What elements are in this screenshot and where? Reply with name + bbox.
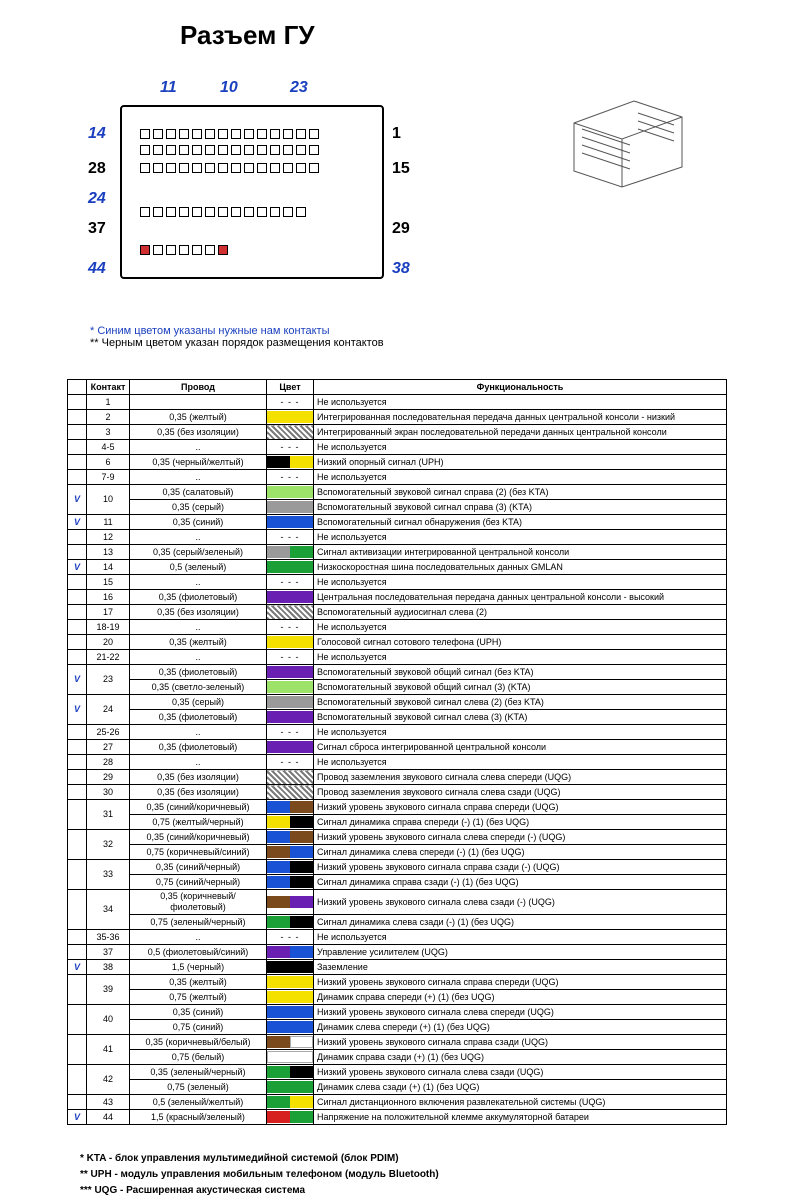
table-row: 300,35 (без изоляции) Провод заземления …	[68, 785, 727, 800]
col-0: Контакт	[87, 380, 130, 395]
pin-row-2	[140, 145, 319, 155]
table-row: 310,35 (синий/коричневый)Низкий уровень …	[68, 800, 727, 815]
table-row: 21-22..- - -Не используется	[68, 650, 727, 665]
table-row: 35-36..- - -Не используется	[68, 930, 727, 945]
table-row: 60,35 (черный/желтый)Низкий опорный сигн…	[68, 455, 727, 470]
table-row: V230,35 (фиолетовый)Вспомогательный звук…	[68, 665, 727, 680]
col-1: Провод	[130, 380, 267, 395]
footnote: ** UPH - модуль управления мобильным тел…	[80, 1167, 794, 1183]
color-legend: * Синим цветом указаны нужные нам контак…	[90, 325, 794, 349]
table-row: 160,35 (фиолетовый)Центральная последова…	[68, 590, 727, 605]
table-row: 30,35 (без изоляции) Интегрированный экр…	[68, 425, 727, 440]
footnote: * KTA - блок управления мультимедийной с…	[80, 1151, 794, 1167]
table-row: 25-26..- - -Не используется	[68, 725, 727, 740]
table-row: 7-9..- - -Не используется	[68, 470, 727, 485]
table-row: 390,35 (желтый)Низкий уровень звукового …	[68, 975, 727, 990]
footnotes: * KTA - блок управления мультимедийной с…	[80, 1151, 794, 1199]
callout-38: 38	[392, 260, 410, 278]
table-row: 28..- - -Не используется	[68, 755, 727, 770]
table-row: V100,35 (салатовый)Вспомогательный звуко…	[68, 485, 727, 500]
legend-blue: * Синим цветом указаны нужные нам контак…	[90, 325, 794, 337]
callout-15: 15	[392, 160, 410, 178]
connector-outline	[120, 105, 384, 279]
table-row: 1- - -Не используется	[68, 395, 727, 410]
callout-44: 44	[88, 260, 106, 278]
table-row: 15..- - -Не используется	[68, 575, 727, 590]
pinout-table: КонтактПроводЦветФункциональность 1- - -…	[67, 379, 727, 1125]
connector-diagram: 11 10 23 14 28 24 37 44 1 15 29 38	[40, 55, 754, 315]
table-row: 200,35 (желтый)Голосовой сигнал сотового…	[68, 635, 727, 650]
table-row: 340,35 (коричневый/фиолетовый)Низкий уро…	[68, 890, 727, 915]
table-row: 20,35 (желтый)Интегрированная последоват…	[68, 410, 727, 425]
table-row: 270,35 (фиолетовый)Сигнал сброса интегри…	[68, 740, 727, 755]
callout-28: 28	[88, 160, 106, 178]
table-row: V441,5 (красный/зеленый)Напряжение на по…	[68, 1110, 727, 1125]
table-row: 320,35 (синий/коричневый)Низкий уровень …	[68, 830, 727, 845]
table-row: 0,75 (синий)Динамик слева спереди (+) (1…	[68, 1020, 727, 1035]
table-row: 12..- - -Не используется	[68, 530, 727, 545]
table-row: V381,5 (черный)Заземление	[68, 960, 727, 975]
pin-row-3	[140, 163, 319, 173]
table-row: 0,35 (серый)Вспомогательный звуковой сиг…	[68, 500, 727, 515]
table-row: V110,35 (синий)Вспомогательный сигнал об…	[68, 515, 727, 530]
connector-isometric	[554, 83, 694, 193]
pin-row-4	[140, 207, 306, 217]
table-row: 0,75 (желтый)Динамик справа спереди (+) …	[68, 990, 727, 1005]
col-2: Цвет	[267, 380, 314, 395]
table-row: 330,35 (синий/черный)Низкий уровень звук…	[68, 860, 727, 875]
pin-row-5	[140, 245, 228, 255]
table-row: 290,35 (без изоляции) Провод заземления …	[68, 770, 727, 785]
callout-10: 10	[220, 79, 238, 97]
table-row: 0,75 (желтый/черный)Сигнал динамика спра…	[68, 815, 727, 830]
table-row: 0,75 (синий/черный)Сигнал динамика справ…	[68, 875, 727, 890]
table-row: 0,75 (зеленый)Динамик слева сзади (+) (1…	[68, 1080, 727, 1095]
table-row: 420,35 (зеленый/черный)Низкий уровень зв…	[68, 1065, 727, 1080]
callout-29: 29	[392, 220, 410, 238]
table-row: V140,5 (зеленый)Низкоскоростная шина пос…	[68, 560, 727, 575]
page-title: Разъем ГУ	[180, 20, 794, 51]
table-row: 0,75 (белый)Динамик справа сзади (+) (1)…	[68, 1050, 727, 1065]
table-row: 4-5..- - -Не используется	[68, 440, 727, 455]
callout-23: 23	[290, 79, 308, 97]
table-row: 370,5 (фиолетовый/синий)Управление усили…	[68, 945, 727, 960]
callout-37: 37	[88, 220, 106, 238]
table-row: 18-19..- - -Не используется	[68, 620, 727, 635]
table-row: 0,75 (зеленый/черный)Сигнал динамика сле…	[68, 915, 727, 930]
pin-row-1	[140, 129, 319, 139]
callout-1: 1	[392, 125, 401, 143]
legend-black: ** Черным цветом указан порядок размещен…	[90, 337, 794, 349]
table-row: 400,35 (синий)Низкий уровень звукового с…	[68, 1005, 727, 1020]
table-row: 430,5 (зеленый/желтый)Сигнал дистанционн…	[68, 1095, 727, 1110]
table-row: 130,35 (серый/зеленый)Сигнал активизации…	[68, 545, 727, 560]
callout-24: 24	[88, 190, 106, 208]
table-row: 0,35 (светло-зеленый)Вспомогательный зву…	[68, 680, 727, 695]
table-row: 0,75 (коричневый/синий)Сигнал динамика с…	[68, 845, 727, 860]
col-3: Функциональность	[314, 380, 727, 395]
callout-11: 11	[160, 79, 177, 97]
table-row: 410,35 (коричневый/белый)Низкий уровень …	[68, 1035, 727, 1050]
table-row: 170,35 (без изоляции) Вспомогательный ау…	[68, 605, 727, 620]
table-row: 0,35 (фиолетовый)Вспомогательный звуково…	[68, 710, 727, 725]
callout-14: 14	[88, 125, 106, 143]
footnote: *** UQG - Расширенная акустическая систе…	[80, 1183, 794, 1199]
table-row: V240,35 (серый)Вспомогательный звуковой …	[68, 695, 727, 710]
